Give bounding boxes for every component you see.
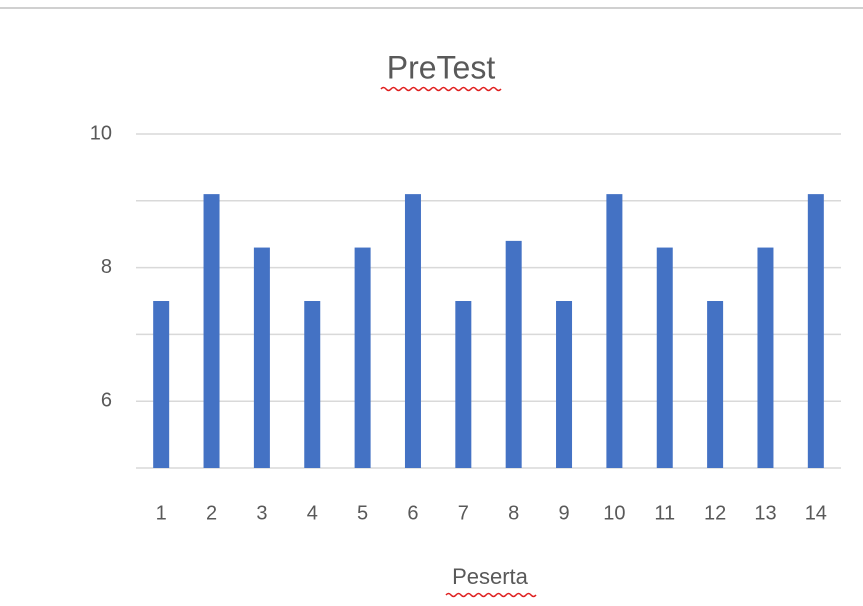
chart-title: PreTest <box>387 49 496 85</box>
x-tick-label: 4 <box>307 502 318 524</box>
x-tick-label: 12 <box>704 502 726 524</box>
bar <box>505 240 522 468</box>
bar <box>203 194 220 468</box>
bar <box>354 247 371 468</box>
bar <box>757 247 774 468</box>
y-tick-label: 8 <box>101 256 112 278</box>
x-tick-label: 10 <box>603 502 625 524</box>
spell-underline <box>445 592 537 598</box>
x-tick-label: 7 <box>458 502 469 524</box>
bar <box>556 301 573 468</box>
bar <box>807 194 824 468</box>
bar <box>606 194 623 468</box>
x-tick-label: 1 <box>156 502 167 524</box>
bar <box>253 247 270 468</box>
spell-underline <box>380 86 502 92</box>
x-tick-label: 6 <box>407 502 418 524</box>
bar <box>404 194 421 468</box>
y-tick-label: 10 <box>90 122 112 144</box>
x-tick-label: 5 <box>357 502 368 524</box>
x-tick-label: 3 <box>256 502 267 524</box>
bar <box>656 247 673 468</box>
y-tick-label: 6 <box>101 389 112 411</box>
bar <box>153 301 170 468</box>
x-axis-title: Peserta <box>452 564 529 589</box>
x-tick-label: 14 <box>805 502 827 524</box>
x-tick-label: 9 <box>558 502 569 524</box>
bar <box>707 301 724 468</box>
x-tick-label: 8 <box>508 502 519 524</box>
bar <box>304 301 321 468</box>
x-tick-label: 11 <box>654 502 675 524</box>
x-tick-label: 2 <box>206 502 217 524</box>
x-tick-label: 13 <box>754 502 776 524</box>
bar <box>455 301 472 468</box>
